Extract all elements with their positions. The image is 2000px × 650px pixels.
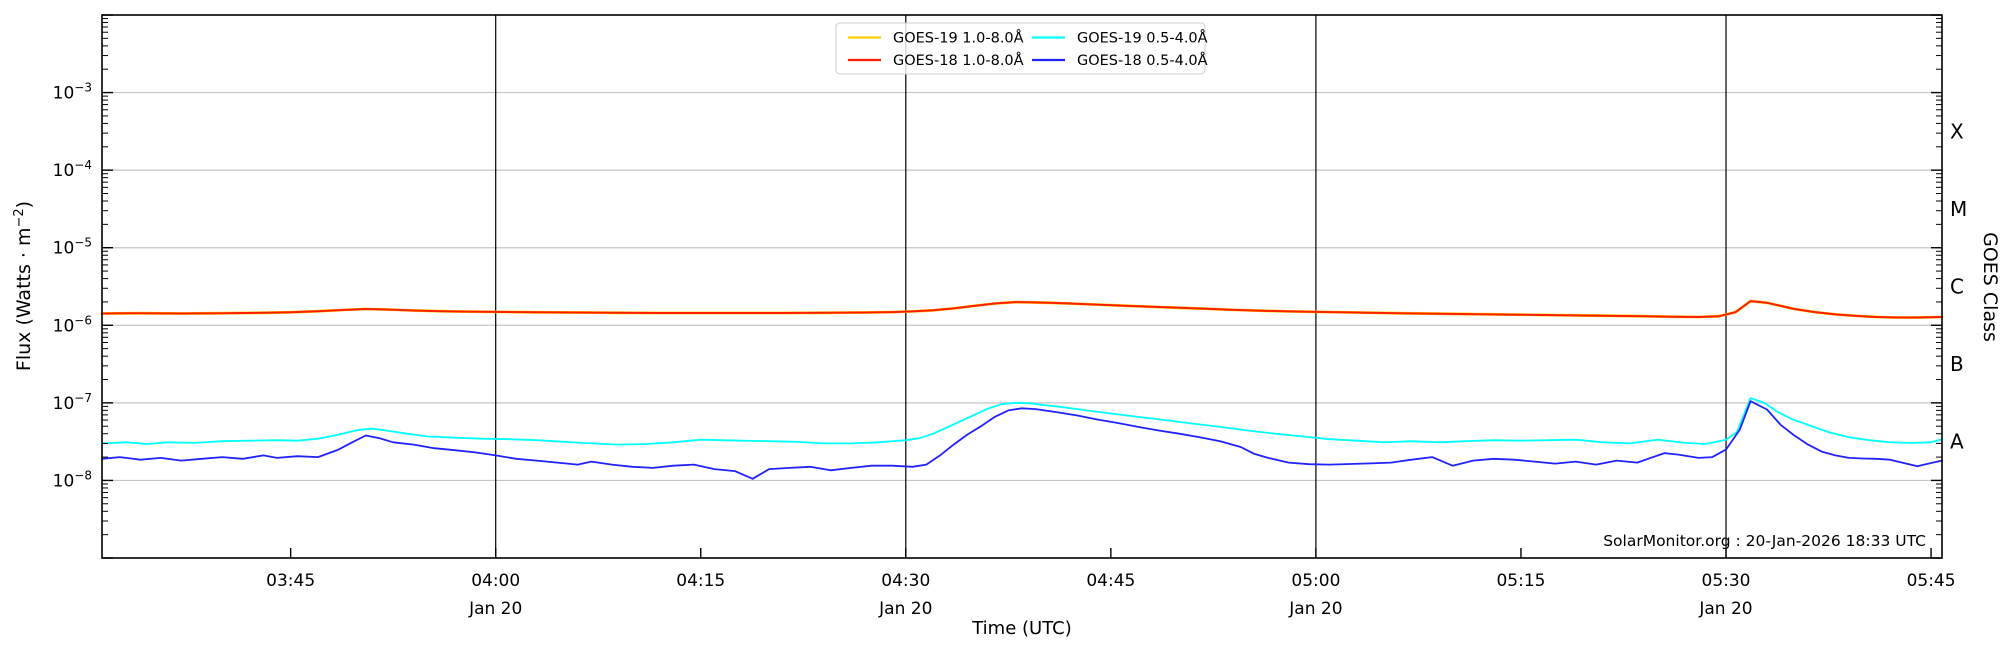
x-axis-tick-sublabel: Jan 20 xyxy=(878,599,932,619)
plot-frame xyxy=(101,14,1943,559)
x-axis-tick-label: 04:30 xyxy=(881,571,930,591)
watermark-annotation: SolarMonitor.org : 20-Jan-2026 18:33 UTC xyxy=(1603,532,1926,550)
legend-box xyxy=(835,22,1206,75)
goes-class-letter: M xyxy=(1950,197,1967,221)
y-axis-tick-label: 10−7 xyxy=(53,391,92,414)
y-axis-tick-label: 10−3 xyxy=(53,81,92,104)
y2-axis-title: GOES Class xyxy=(1979,232,2000,342)
series-goes18-long xyxy=(101,300,1943,319)
x-axis-tick-label: 03:45 xyxy=(266,571,315,591)
x-axis-tick-sublabel: Jan 20 xyxy=(468,599,522,619)
x-axis-tick-label: 04:45 xyxy=(1086,571,1135,591)
x-axis-tick-sublabel: Jan 20 xyxy=(1288,599,1342,619)
legend-label-goes19-long: GOES-19 1.0-8.0Å xyxy=(893,30,1024,47)
legend-label-goes18-short: GOES-18 0.5-4.0Å xyxy=(1077,52,1208,69)
y-axis-tick-label: 10−6 xyxy=(53,313,92,336)
x-axis-tick-label: 05:15 xyxy=(1496,571,1545,591)
x-axis-tick-label: 04:15 xyxy=(676,571,725,591)
goes-class-letter: A xyxy=(1950,430,1964,454)
x-axis-tick-label: 05:00 xyxy=(1291,571,1340,591)
y-axis-tick-label: 10−8 xyxy=(53,468,92,491)
legend-label-goes19-short: GOES-19 0.5-4.0Å xyxy=(1077,30,1208,47)
y-axis-title: Flux (Watts · m−2) xyxy=(12,201,35,371)
x-axis-title: Time (UTC) xyxy=(971,618,1072,639)
series-goes19-short xyxy=(101,397,1943,446)
goes-class-letter: B xyxy=(1950,352,1964,376)
goes-class-letter: C xyxy=(1950,275,1964,299)
x-axis-tick-label: 04:00 xyxy=(471,571,520,591)
x-axis-tick-label: 05:45 xyxy=(1907,571,1956,591)
x-axis-tick-sublabel: Jan 20 xyxy=(1698,599,1752,619)
series-goes18-short xyxy=(101,400,1943,480)
y-axis-tick-label: 10−4 xyxy=(53,158,92,181)
legend-label-goes18-long: GOES-18 1.0-8.0Å xyxy=(893,52,1024,69)
goes-class-letter: X xyxy=(1950,119,1964,143)
x-axis-tick-label: 05:30 xyxy=(1702,571,1751,591)
y-axis-tick-label: 10−5 xyxy=(53,236,92,259)
